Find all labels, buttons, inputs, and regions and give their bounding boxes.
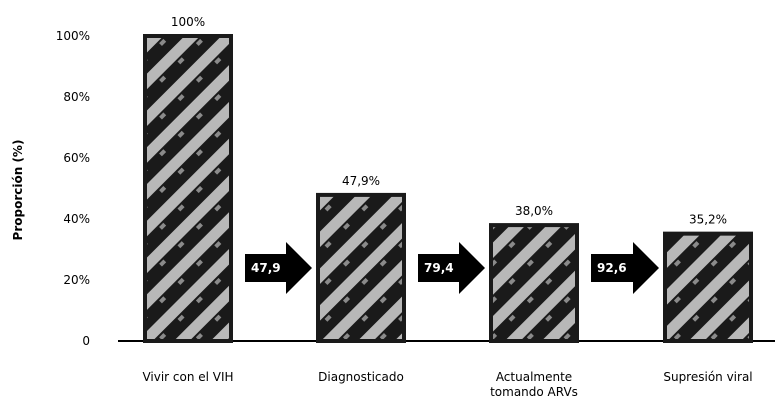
bar-value-label: 100%	[171, 15, 205, 29]
x-category-label: Diagnosticado	[318, 370, 404, 384]
transition-arrow	[245, 242, 312, 294]
plot-area: 0 20% 40% 60% 80% 100% 100% 47,9% 38,0% 35,2% Vivi…	[56, 15, 775, 399]
transition-arrow-label: 47,9	[251, 261, 281, 275]
y-axis-label: Proporción (%)	[11, 140, 25, 241]
bar-value-label: 35,2%	[689, 213, 727, 227]
transition-arrow-label: 79,4	[424, 261, 454, 275]
y-tick-label: 40%	[63, 212, 90, 226]
transition-arrow	[418, 242, 485, 294]
x-category-label: Actualmente tomando ARVs	[490, 370, 578, 399]
bar	[489, 223, 579, 344]
y-tick-label: 100%	[56, 29, 90, 43]
bar	[316, 192, 406, 343]
bar	[143, 34, 233, 343]
bar-value-label: 38,0%	[515, 204, 553, 218]
bar-value-label: 47,9%	[342, 174, 380, 188]
bar	[663, 231, 753, 343]
y-tick-label: 80%	[63, 90, 90, 104]
x-category-label: Vivir con el VIH	[142, 370, 233, 384]
y-tick-label: 0	[82, 334, 90, 348]
x-category-label: Supresión viral	[663, 370, 752, 384]
y-tick-label: 60%	[63, 151, 90, 165]
transition-arrow	[591, 242, 659, 294]
y-tick-label: 20%	[63, 273, 90, 287]
transition-arrow-label: 92,6	[597, 261, 627, 275]
